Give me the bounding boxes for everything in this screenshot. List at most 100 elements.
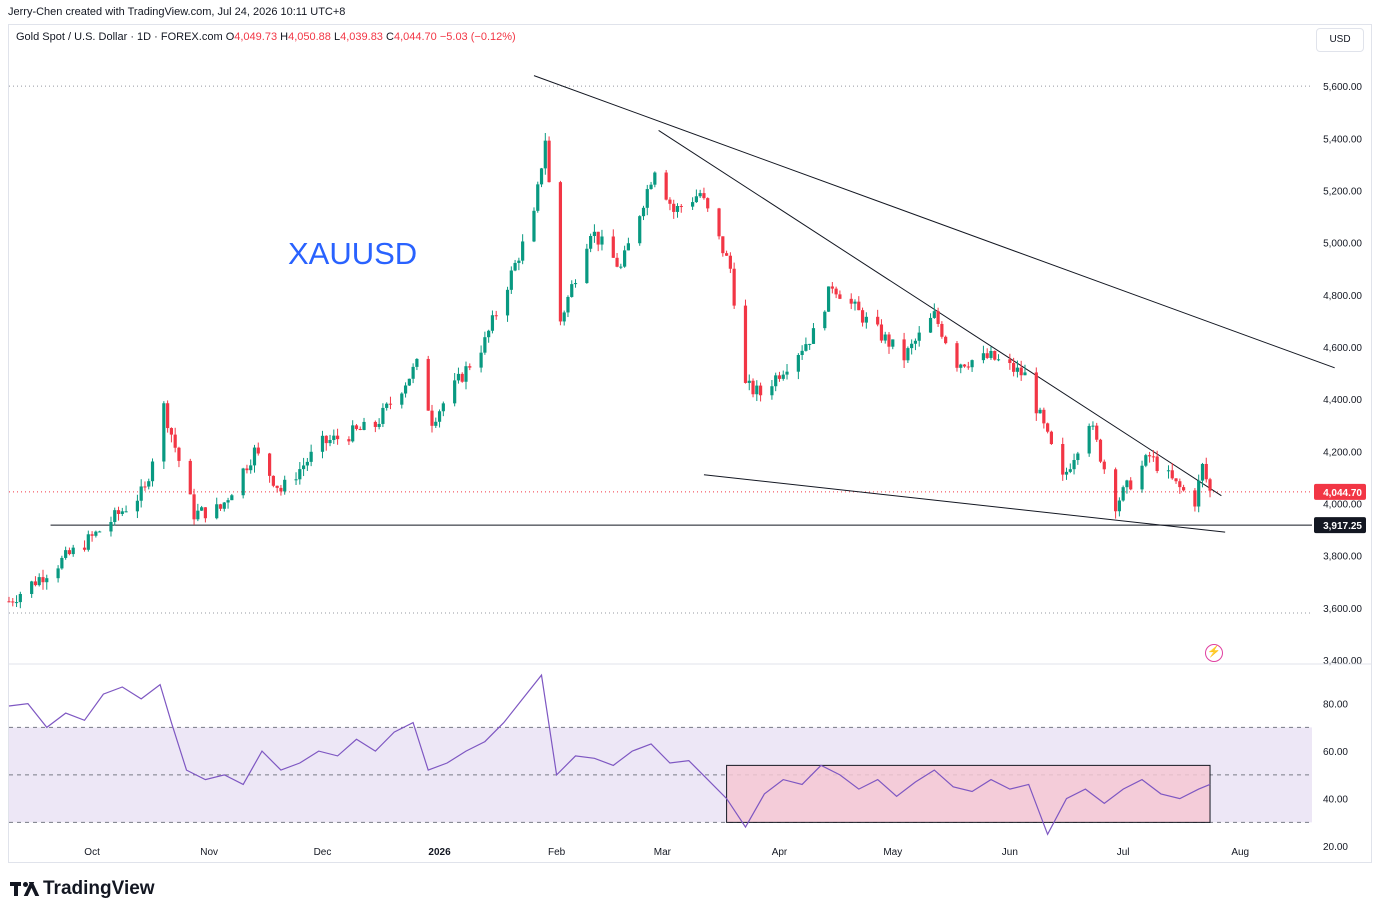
candle-body [653,172,657,185]
price-grid [9,85,1312,614]
candle-body [162,403,166,462]
candle-body [324,435,328,444]
candle-body [1038,409,1042,414]
candle-body [1114,469,1118,512]
candle-body [755,385,759,395]
low-value: 4,039.83 [340,31,383,43]
rsi-tick-label: 40.00 [1323,795,1348,806]
candle-body [385,403,389,408]
level-price-tag [1314,517,1366,534]
candle-body [1170,470,1174,479]
candle-body [305,461,309,466]
candle-body [1147,455,1152,457]
candle-body [996,359,1001,361]
candle-body [230,495,234,501]
candle-body [691,202,695,207]
candle-body [638,216,642,244]
candle-body [808,343,812,345]
price-tick-label: 4,800.00 [1323,291,1362,302]
trendline [658,130,1222,497]
candle-body [1155,456,1159,472]
candle-body [487,330,491,338]
candle-body [589,236,593,249]
candle-body [611,236,615,258]
chart-frame [8,24,1372,863]
candle-body [623,250,627,267]
candle-body [249,465,253,471]
candle-body [781,374,785,379]
candle-body [94,531,98,536]
candle-body [226,500,230,503]
candle-body [268,453,272,476]
candle-body [796,354,800,372]
candle-body [906,348,910,361]
candle-body [347,439,351,442]
candle-body [823,311,827,329]
symbol-annotation: XAUUSD [288,236,418,271]
candle-body [672,203,676,212]
candle-body [147,481,151,487]
currency-button[interactable]: USD [1316,28,1364,52]
candle-body [743,305,748,383]
ohlc-legend: Gold Spot / U.S. Dollar · 1D · FOREX.com… [16,31,516,43]
candle-body [1208,479,1212,491]
trendlines [50,75,1335,533]
candle-body [558,182,563,322]
candle-body [373,421,377,427]
candle-body [166,403,170,429]
candle-body [120,511,124,514]
candle-body [109,521,113,532]
candle-body [483,337,487,353]
candle-body [679,206,683,208]
candle-body [864,316,868,323]
candle-body [876,316,880,325]
candle-body [135,500,140,512]
candle-body [902,339,906,361]
candle-body [1091,425,1095,427]
tradingview-logo[interactable]: TradingView [10,878,155,900]
candle-body [41,577,45,583]
price-tick-label: 4,200.00 [1323,447,1362,458]
candle-body [1042,409,1046,424]
candle-body [585,248,589,284]
candle-body [985,353,989,358]
price-tick-label: 3,800.00 [1323,552,1362,563]
candle-body [403,385,408,394]
candle-body [215,504,219,519]
candle-body [441,403,445,412]
candle-body [641,207,646,217]
candle-body [407,378,411,386]
candle-body [747,380,751,383]
candle-body [98,531,102,533]
candle-body [86,534,90,550]
candle-body [362,421,366,431]
candle-body [649,184,653,190]
candle-body [777,375,782,379]
candle-body [1012,363,1016,372]
candle-body [1087,425,1091,454]
time-tick-label: Nov [200,847,218,858]
candle-body [728,255,732,269]
time-tick-label: Feb [548,847,566,858]
flash-icon[interactable]: ⚡ [1205,644,1223,662]
candle-body [14,602,19,604]
candle-body [1125,480,1129,488]
rsi-pane [8,673,1312,836]
candle-body [256,447,260,454]
price-tick-label: 5,200.00 [1323,186,1362,197]
candle-body [626,243,630,251]
candle-body [271,475,275,486]
candle-body [917,332,921,341]
candle-body [513,262,517,271]
candle-body [218,504,223,509]
candle-body [505,289,510,316]
candle-body [479,352,483,368]
candle-body [124,511,128,513]
price-tick-label: 3,600.00 [1323,604,1362,615]
candle-body [913,340,918,344]
candle-body [853,301,857,304]
candle-body [596,231,600,245]
candle-body [358,428,362,431]
candle-body [60,557,64,569]
